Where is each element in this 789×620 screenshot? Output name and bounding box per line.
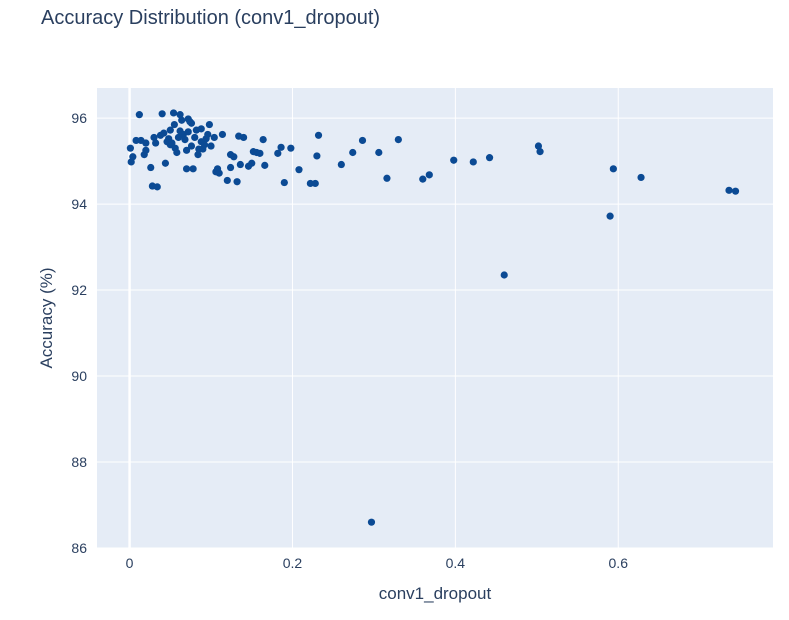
data-point bbox=[210, 133, 218, 142]
data-point bbox=[147, 163, 155, 172]
y-tick-label: 86 bbox=[71, 540, 87, 556]
data-point bbox=[200, 141, 209, 149]
data-point bbox=[261, 161, 269, 169]
plot-area bbox=[97, 88, 773, 548]
data-point bbox=[181, 135, 189, 144]
data-point bbox=[191, 133, 199, 142]
y-tick-label: 92 bbox=[71, 282, 87, 298]
data-point bbox=[226, 163, 235, 172]
data-point bbox=[311, 179, 319, 188]
data-point bbox=[160, 129, 168, 137]
data-point bbox=[248, 159, 256, 167]
y-tick-label: 96 bbox=[71, 110, 87, 126]
data-point bbox=[129, 153, 137, 161]
data-point bbox=[313, 152, 321, 160]
data-point bbox=[205, 120, 213, 129]
data-point bbox=[135, 111, 143, 119]
data-point bbox=[169, 109, 178, 117]
data-point bbox=[419, 175, 427, 183]
x-tick-label: 0.2 bbox=[283, 555, 303, 571]
data-point bbox=[450, 156, 458, 164]
data-point bbox=[725, 186, 733, 194]
data-point bbox=[606, 212, 614, 220]
data-point bbox=[207, 142, 215, 150]
data-point bbox=[425, 171, 433, 179]
data-point bbox=[223, 176, 231, 185]
data-point bbox=[142, 139, 150, 147]
y-tick-label: 88 bbox=[71, 454, 87, 470]
y-tick-label: 94 bbox=[71, 196, 87, 212]
data-point bbox=[349, 148, 357, 157]
data-point bbox=[142, 146, 150, 154]
data-point bbox=[240, 133, 248, 142]
data-point bbox=[184, 128, 192, 136]
x-axis-ticks: 0 0.2 0.4 0.6 bbox=[126, 555, 629, 571]
data-point bbox=[189, 165, 197, 173]
data-point bbox=[277, 143, 285, 151]
data-point bbox=[358, 136, 367, 145]
chart-title: Accuracy Distribution (conv1_dropout) bbox=[41, 7, 380, 29]
data-point bbox=[485, 154, 494, 162]
data-point bbox=[126, 144, 134, 152]
data-point bbox=[534, 142, 543, 150]
data-point bbox=[295, 166, 303, 174]
data-point bbox=[150, 133, 158, 142]
data-point bbox=[383, 174, 391, 182]
x-tick-label: 0 bbox=[126, 555, 134, 571]
y-axis-ticks: 86 88 90 92 94 96 bbox=[71, 110, 87, 556]
data-point bbox=[469, 158, 477, 166]
data-point bbox=[153, 183, 161, 191]
data-point bbox=[337, 160, 345, 169]
data-point bbox=[287, 144, 295, 152]
data-points bbox=[126, 109, 740, 526]
data-point bbox=[152, 139, 160, 147]
data-point bbox=[176, 111, 184, 119]
y-axis-title: Accuracy (%) bbox=[37, 267, 56, 368]
data-point bbox=[204, 130, 212, 139]
x-tick-label: 0.6 bbox=[609, 555, 629, 571]
data-point bbox=[158, 110, 166, 118]
data-point bbox=[170, 120, 178, 129]
data-point bbox=[314, 131, 323, 139]
data-point bbox=[500, 271, 508, 279]
data-point bbox=[178, 116, 186, 124]
x-tick-label: 0.4 bbox=[446, 555, 466, 571]
y-tick-label: 90 bbox=[71, 368, 87, 384]
data-point bbox=[166, 126, 174, 134]
data-point bbox=[274, 149, 282, 157]
data-point bbox=[187, 119, 196, 127]
data-point bbox=[173, 148, 181, 157]
data-point bbox=[536, 148, 544, 156]
data-point bbox=[637, 173, 645, 182]
data-point bbox=[182, 165, 191, 173]
data-point bbox=[256, 149, 264, 157]
data-point bbox=[233, 178, 241, 186]
data-point bbox=[375, 148, 383, 157]
data-point bbox=[215, 169, 223, 177]
data-point bbox=[161, 159, 170, 167]
data-point bbox=[194, 151, 202, 159]
data-point bbox=[731, 187, 740, 195]
data-point bbox=[168, 139, 176, 147]
data-point bbox=[182, 146, 191, 154]
data-point bbox=[394, 135, 402, 144]
data-point bbox=[218, 130, 227, 139]
data-point bbox=[367, 518, 376, 526]
data-point bbox=[236, 160, 244, 169]
data-point bbox=[197, 125, 205, 133]
data-point bbox=[259, 135, 267, 144]
data-point bbox=[230, 153, 238, 161]
data-point bbox=[280, 178, 288, 187]
x-axis-title: conv1_dropout bbox=[379, 584, 492, 603]
data-point bbox=[187, 142, 196, 150]
data-point bbox=[609, 165, 617, 173]
